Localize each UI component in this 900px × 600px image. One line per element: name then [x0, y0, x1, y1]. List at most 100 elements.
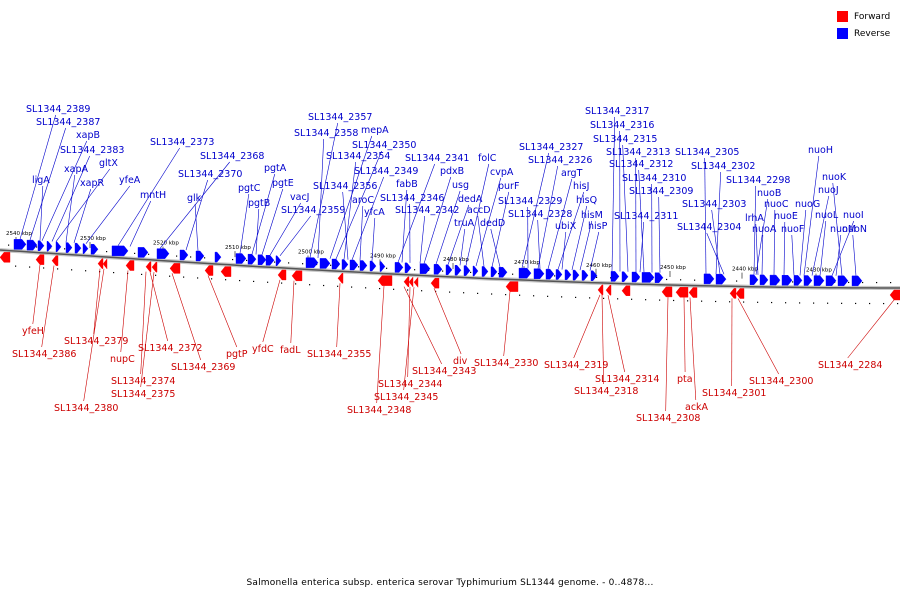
scale-dot: [43, 267, 45, 269]
reverse-gene-arrow: [463, 265, 471, 276]
gene-label-nuoj: nuoJ: [818, 185, 839, 196]
forward-gene-arrow: [337, 273, 344, 284]
genome-backbone: [0, 248, 900, 290]
gene-label-nuoa: nuoA: [752, 224, 777, 235]
leader-line: [419, 215, 425, 264]
gene-label-sl1344-2328: SL1344_2328: [508, 209, 572, 220]
leader-line: [547, 178, 573, 270]
reverse-gene-arrow: [419, 263, 431, 274]
reverse-gene-arrow: [851, 275, 863, 287]
gene-label-sl1344-2345: SL1344_2345: [374, 392, 438, 403]
leader-line: [343, 161, 356, 260]
leader-line: [371, 217, 376, 261]
reverse-gene-arrow: [481, 266, 489, 277]
leader-line: [447, 204, 470, 265]
gene-arrows: [0, 239, 900, 301]
gene-label-folc: folC: [478, 153, 497, 164]
kbp-tick-label: 2450 kbp: [660, 265, 686, 271]
leader-line: [475, 177, 502, 267]
scale-dot: [729, 301, 731, 303]
leader-line: [117, 147, 180, 246]
scale-dot: [29, 266, 31, 268]
leader-line: [65, 174, 76, 243]
leader-line: [435, 190, 461, 265]
leader-line: [185, 179, 208, 251]
leader-line: [611, 116, 615, 272]
scale-dot: [666, 278, 668, 281]
gene-label-cvpa: cvpA: [490, 167, 514, 178]
reverse-gene-arrow: [533, 268, 545, 279]
leader-line: [317, 138, 324, 259]
gene-label-hism: hisM: [581, 210, 603, 221]
leader-line: [711, 209, 721, 275]
gene-label-sl1344-2330: SL1344_2330: [474, 358, 538, 369]
scale-dot: [71, 269, 73, 271]
kbp-tick-label: 2440 kbp: [732, 267, 758, 273]
scale-dot: [498, 273, 500, 275]
leader-line: [755, 223, 759, 275]
reverse-gene-arrow: [703, 273, 715, 285]
forward-gene-arrow: [35, 254, 45, 265]
forward-gene-arrow: [621, 285, 631, 296]
leader-line: [819, 220, 827, 276]
reverse-gene-arrow: [331, 258, 341, 270]
forward-gene-arrow: [413, 276, 419, 288]
leader-line: [579, 220, 593, 271]
gene-label-nuob: nuoB: [757, 188, 781, 199]
leader-line: [336, 283, 341, 348]
scale-dot: [561, 296, 563, 298]
gene-label-sl1344-2372: SL1344_2372: [138, 343, 202, 354]
scale-dot: [792, 281, 794, 283]
scale-dot: [281, 282, 283, 284]
leader-line: [503, 291, 511, 357]
kbp-tick-label: 2540 kbp: [6, 231, 32, 237]
scale-dot: [155, 274, 157, 276]
scale-dot: [204, 257, 206, 259]
forward-gene-arrow: [889, 289, 900, 301]
scale-dot: [141, 273, 143, 276]
reverse-gene-arrow: [621, 271, 629, 282]
leader-line: [433, 287, 462, 355]
forward-gene-arrow: [291, 270, 303, 282]
scale-dot: [547, 295, 549, 297]
reverse-gene-arrow: [433, 264, 443, 275]
reverse-gene-arrow: [257, 254, 267, 265]
genome-caption: Salmonella enterica subsp. enterica sero…: [246, 578, 654, 588]
leader-line: [397, 163, 435, 263]
scale-dot: [190, 256, 192, 258]
gene-label-sl1344-2300: SL1344_2300: [749, 376, 813, 387]
scale-dot: [533, 295, 535, 297]
forward-gene-arrow: [377, 275, 393, 286]
reverse-gene-arrow: [37, 240, 45, 251]
gene-label-sl1344-2301: SL1344_2301: [702, 388, 766, 399]
leader-line: [329, 135, 373, 259]
gene-label-yfeh: yfeH: [22, 326, 44, 337]
gene-label-nuog: nuoG: [795, 199, 820, 210]
reverse-gene-arrow: [793, 275, 803, 286]
reverse-gene-arrow: [654, 272, 664, 283]
scale-dot: [183, 276, 185, 278]
gene-label-aroc: aroC: [352, 195, 374, 206]
leader-line: [403, 286, 442, 365]
gene-label-sl1344-2312: SL1344_2312: [609, 159, 673, 170]
reverse-gene-arrow: [404, 262, 412, 274]
reverse-gene-arrow: [74, 242, 82, 254]
reverse-gene-arrow: [214, 251, 222, 263]
scale-dot: [211, 278, 213, 280]
leader-line: [557, 191, 585, 270]
leader-line: [194, 203, 199, 251]
scale-dot: [239, 279, 241, 282]
gene-label-sl1344-2356: SL1344_2356: [313, 181, 377, 192]
reverse-gene-arrow: [349, 259, 359, 271]
gene-label-sl1344-2284: SL1344_2284: [818, 360, 882, 371]
leader-line: [706, 232, 725, 275]
gene-label-argt: argT: [561, 168, 583, 179]
gene-label-mnth: mntH: [140, 190, 166, 201]
forward-gene-arrow: [145, 261, 152, 272]
gene-label-nuom: nuoM: [830, 224, 856, 235]
scale-dot: [757, 301, 759, 303]
gene-label-sl1344-2313: SL1344_2313: [606, 147, 670, 158]
forward-gene-arrow: [675, 287, 689, 298]
gene-label-accd: accD: [467, 205, 491, 216]
scale-dot: [477, 292, 479, 294]
